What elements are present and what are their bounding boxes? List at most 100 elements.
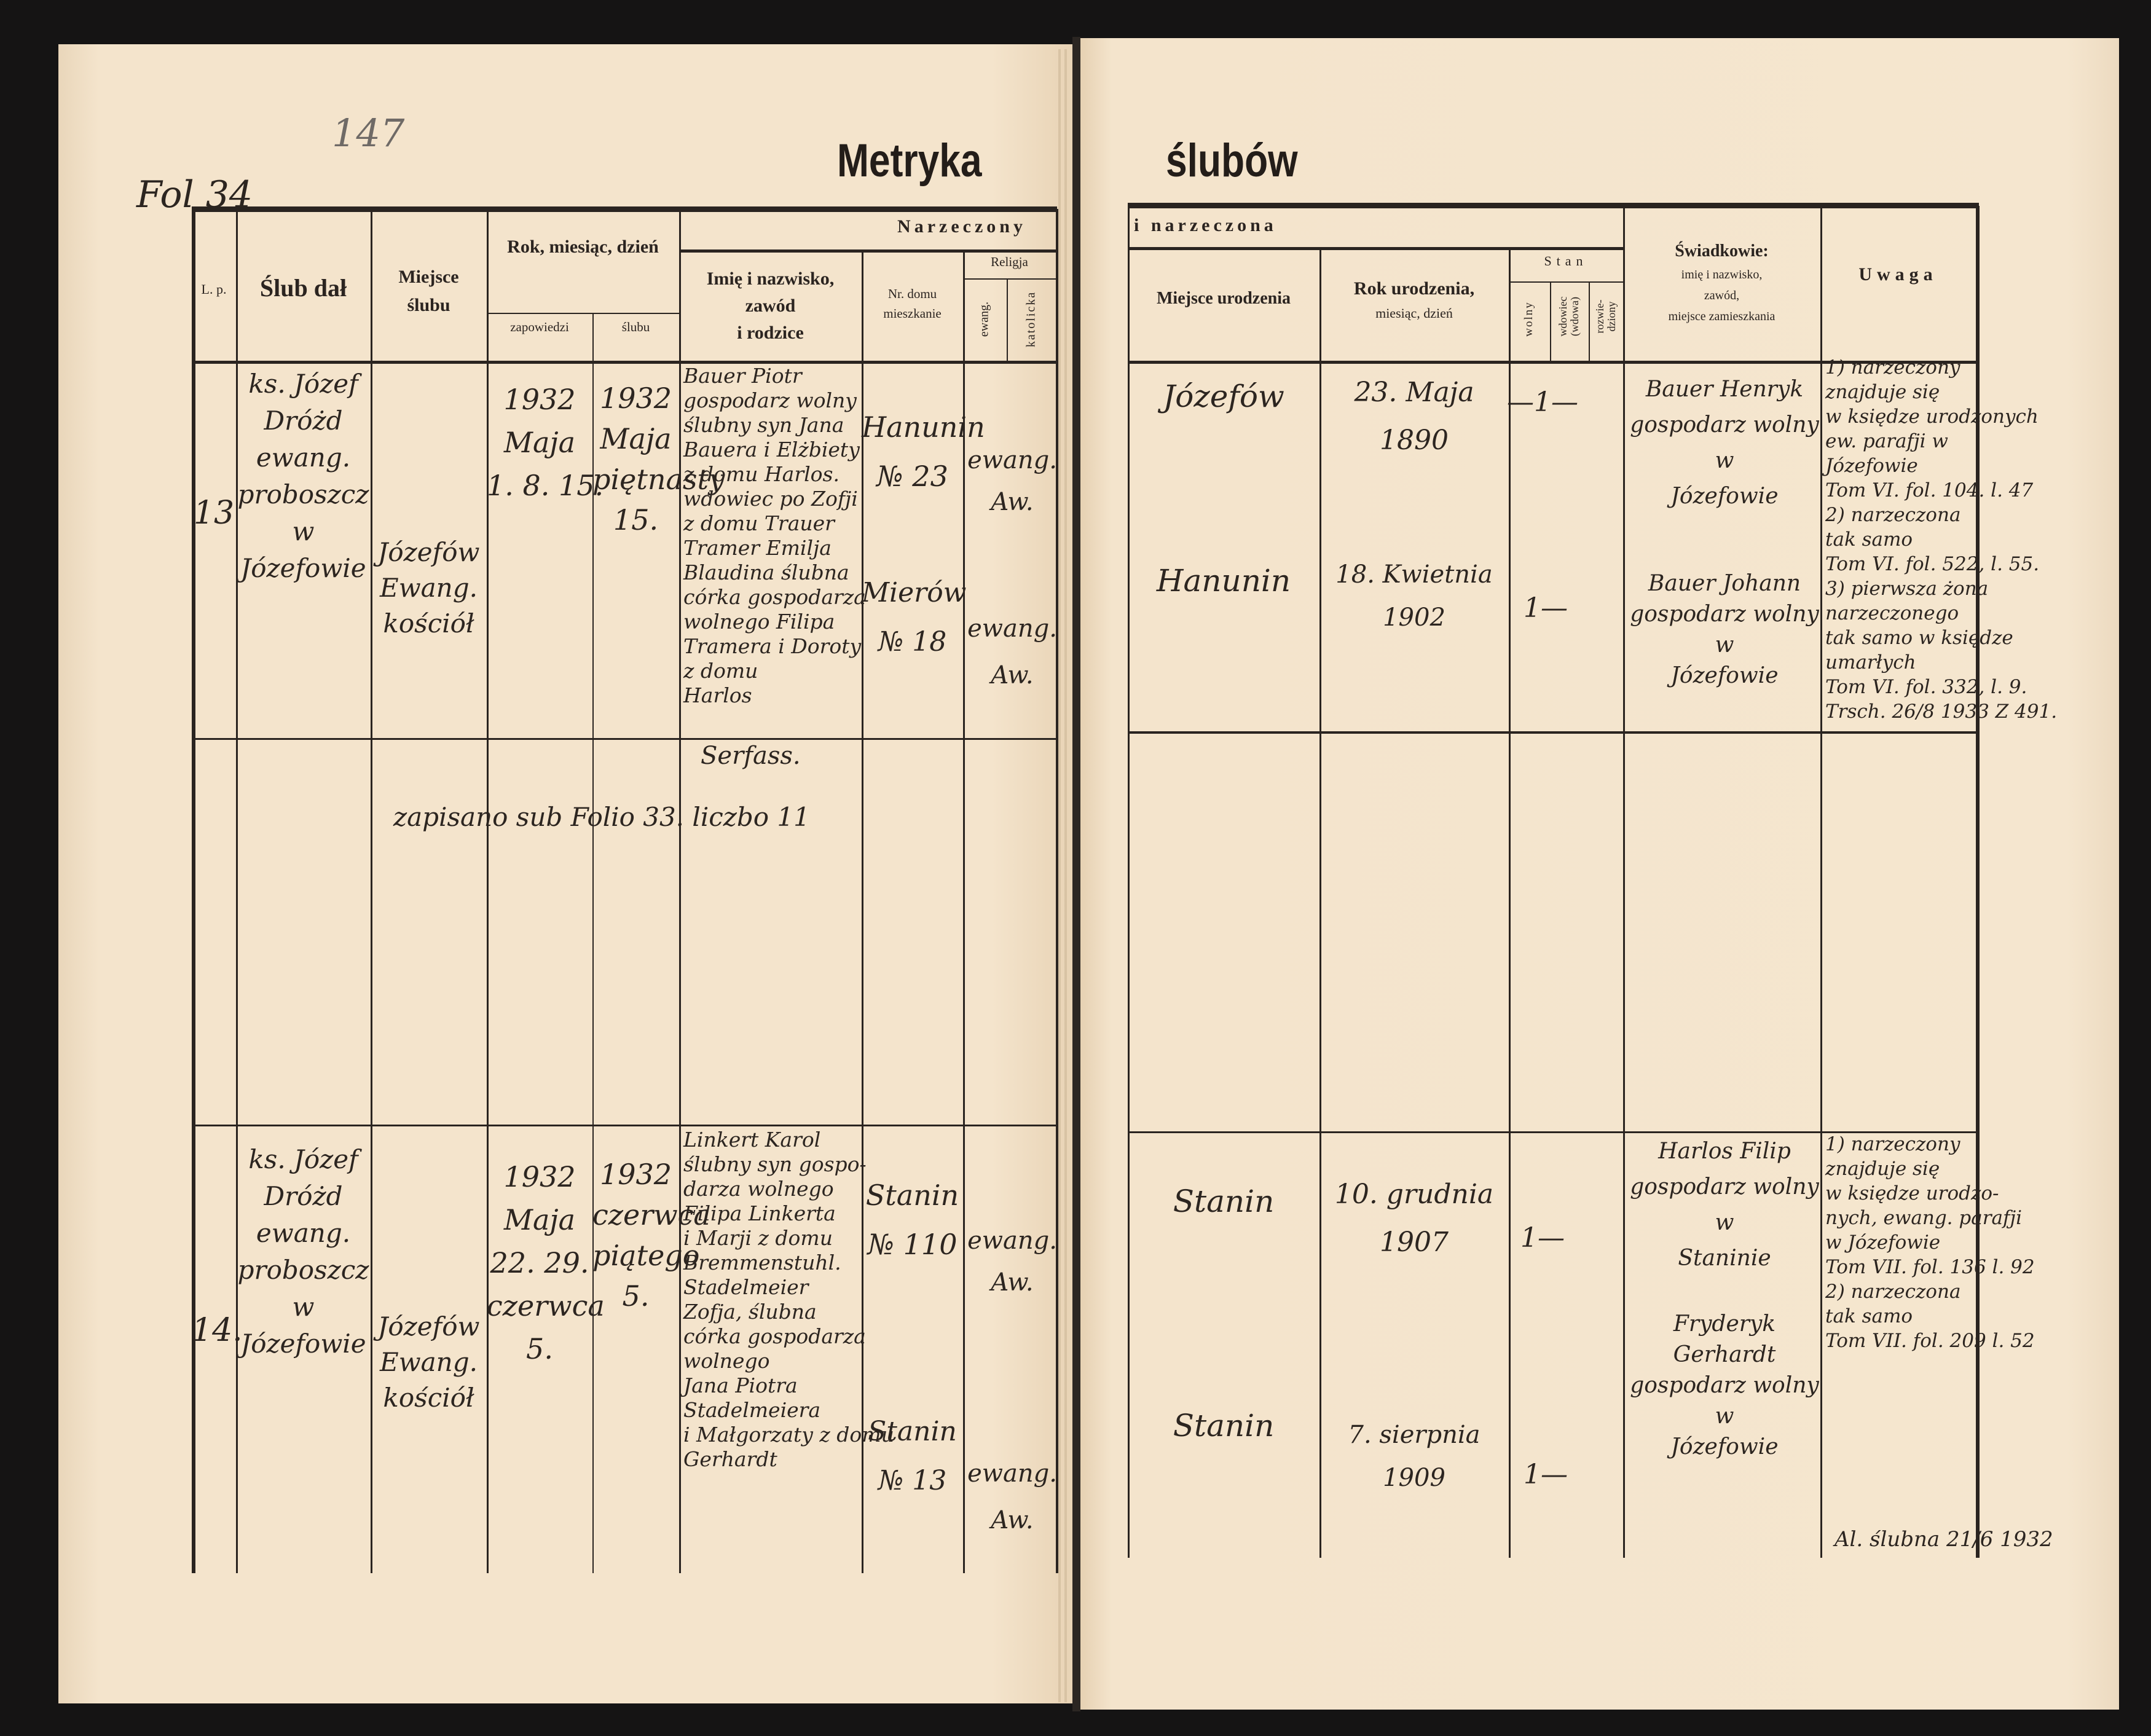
status-divorced-header: rozwie-dziony [1594, 280, 1618, 353]
handwritten-line: z domu Trauer [683, 511, 835, 535]
handwritten-line: z domu Harlos. [683, 462, 840, 486]
groom-status-cell: —1— [1507, 387, 1578, 418]
bride-religion-cell: ewang. Aw. [963, 605, 1061, 699]
handwritten-line: Józefowie [1670, 1434, 1779, 1459]
handwritten-line: i Marji z domu [683, 1226, 833, 1250]
handwritten-line: 1) narzeczony [1825, 1133, 1960, 1155]
handwritten-line: Filipa Linkerta [683, 1201, 836, 1225]
handwritten-line: umarłych [1825, 651, 1916, 674]
handwritten-line: Józefowie [240, 1329, 366, 1359]
handwritten-line: 1) narzeczony [1825, 356, 1960, 379]
handwritten-line: gospodarz wolny [1630, 1373, 1819, 1398]
place-header: Miejsce ślubu [371, 263, 487, 320]
handwritten-line: ewang. [256, 1218, 351, 1248]
handwritten-line: 7. sierpnia [1348, 1421, 1481, 1449]
handwritten-line: 2) narzeczona [1825, 504, 1961, 526]
handwritten-line: znajduje się [1825, 381, 1940, 403]
handwritten-line: Staninie [1678, 1246, 1771, 1271]
bride-status-cell: 1— [1524, 1459, 1568, 1490]
page-edge [1058, 49, 1061, 1702]
handwritten-line: Bauer Piotr [683, 364, 802, 388]
handwritten-line: i Małgorzaty z domu [683, 1423, 894, 1447]
handwritten-line: córka gospodarza [683, 585, 866, 609]
handwritten-line: 3) pierwsza żona [1825, 578, 1989, 600]
groom-religion-cell: ewang. Aw. [963, 439, 1061, 523]
handwritten-line: tak samo [1825, 528, 1913, 551]
handwritten-line: Gerhardt [1673, 1342, 1776, 1367]
status-single-header: wolny [1522, 301, 1535, 337]
wedding-date-cell: 1932 Maja piętnasty 15. [592, 378, 725, 540]
handwritten-line: narzeczonego [1825, 602, 1959, 624]
handwritten-line: Józefowie [240, 553, 366, 583]
handwritten-line: 5. [622, 1279, 650, 1313]
handwritten-line: nych, ewang. parafji [1825, 1207, 2023, 1229]
handwritten-line: 22. 29. [490, 1246, 589, 1279]
bride-birthplace-cell: Hanunin [1156, 563, 1291, 599]
remarks-cell: 1) narzeczony znajduje się w księdze urodz… [1825, 1132, 2047, 1353]
handwritten-line: gospodarz wolny [683, 388, 857, 412]
groom-birthplace-cell: Stanin [1173, 1184, 1275, 1219]
groom-birthdate-cell: 10. grudnia 1907 [1319, 1171, 1509, 1267]
religion-cath-header: katolicka [1024, 291, 1038, 348]
bride-religion-cell: ewang. Aw. [963, 1450, 1061, 1544]
rule-line [1128, 247, 1623, 250]
names-parents-cell: Linkert Karol ślubny syn gospo-darza woln… [683, 1128, 894, 1472]
rule-line [1007, 278, 1008, 361]
banns-date-cell: 1932 Maja 1. 8. 15. [487, 378, 604, 507]
page-title-left: Metryka [837, 135, 982, 187]
handwritten-line: proboszcz [237, 1255, 369, 1285]
rule-line [192, 1125, 1057, 1126]
status-header: Stan [1544, 253, 1588, 269]
right-page [1080, 38, 2119, 1710]
header-line: Rok urodzenia, [1353, 278, 1475, 299]
handwritten-line: w Józefowie [1825, 1231, 1941, 1254]
header-line: zawód [745, 296, 796, 316]
handwritten-line: kościół [383, 608, 474, 638]
handwritten-line: Józefowie [1825, 455, 1918, 477]
handwritten-line: 1907 [1380, 1227, 1449, 1258]
certificate-note: Al. ślubna 21/6 1932 [1834, 1527, 2053, 1552]
witness-1-cell: Bauer Henryk gospodarz wolny w Józefowie [1623, 372, 1826, 514]
wedding-place-cell: Józefów Ewang. kościół [371, 535, 487, 642]
rule-line [963, 278, 1057, 280]
rule-line [1128, 361, 1976, 364]
handwritten-line: Fryderyk [1673, 1311, 1776, 1337]
handwritten-line: Dróżd [264, 406, 343, 436]
header-line: (wdowa) [1568, 297, 1581, 336]
bride-birthplace-cell: Stanin [1173, 1408, 1275, 1443]
handwritten-line: Aw. [991, 661, 1034, 689]
handwritten-line: Zofja, ślubna [683, 1300, 817, 1324]
handwritten-line: Serfass. [701, 742, 801, 770]
pencil-folio-number: 147 [332, 111, 405, 155]
rule-line [679, 209, 681, 1573]
handwritten-line: № 13 [878, 1465, 947, 1496]
rule-line [592, 313, 594, 1573]
remarks-cell: 1) narzeczony znajduje się w księdze urodz… [1825, 355, 2057, 724]
header-line: zawód, [1704, 289, 1740, 302]
handwritten-line: Tom VI. fol. 104. l. 47 [1825, 479, 2034, 501]
rule-line [862, 249, 863, 1573]
rule-line [1056, 209, 1058, 1573]
handwritten-line: Maja [503, 426, 576, 459]
handwritten-line: 18. Kwietnia [1335, 560, 1493, 589]
handwritten-line: wolnego [683, 1349, 770, 1373]
page-title-right: ślubów [1166, 135, 1298, 187]
house-header: Nr. domu mieszkanie [862, 284, 963, 323]
header-line: mieszkanie [883, 306, 942, 321]
handwritten-line: Tom VII. fol. 209 l. 52 [1825, 1330, 2035, 1352]
date-group-header: Rok, miesiąc, dzień [507, 237, 659, 257]
handwritten-line: gospodarz wolny [1630, 1174, 1819, 1200]
handwritten-line: kościół [383, 1383, 474, 1413]
rule-line [1509, 247, 1511, 1558]
handwritten-line: ewang. [256, 442, 351, 473]
handwritten-line: Tom VI. fol. 522, l. 55. [1825, 553, 2040, 575]
handwritten-line: 1890 [1380, 425, 1449, 456]
header-line: miesiąc, dzień [1375, 305, 1453, 321]
bride-house-cell: Mierów № 18 [862, 568, 966, 667]
handwritten-line: z domu [683, 659, 758, 683]
rule-line [1128, 203, 1979, 208]
rule-line [1509, 281, 1623, 283]
handwritten-line: Józefów [377, 537, 480, 567]
handwritten-line: Tramera i Doroty [683, 634, 862, 658]
rule-line [1820, 206, 1822, 1558]
